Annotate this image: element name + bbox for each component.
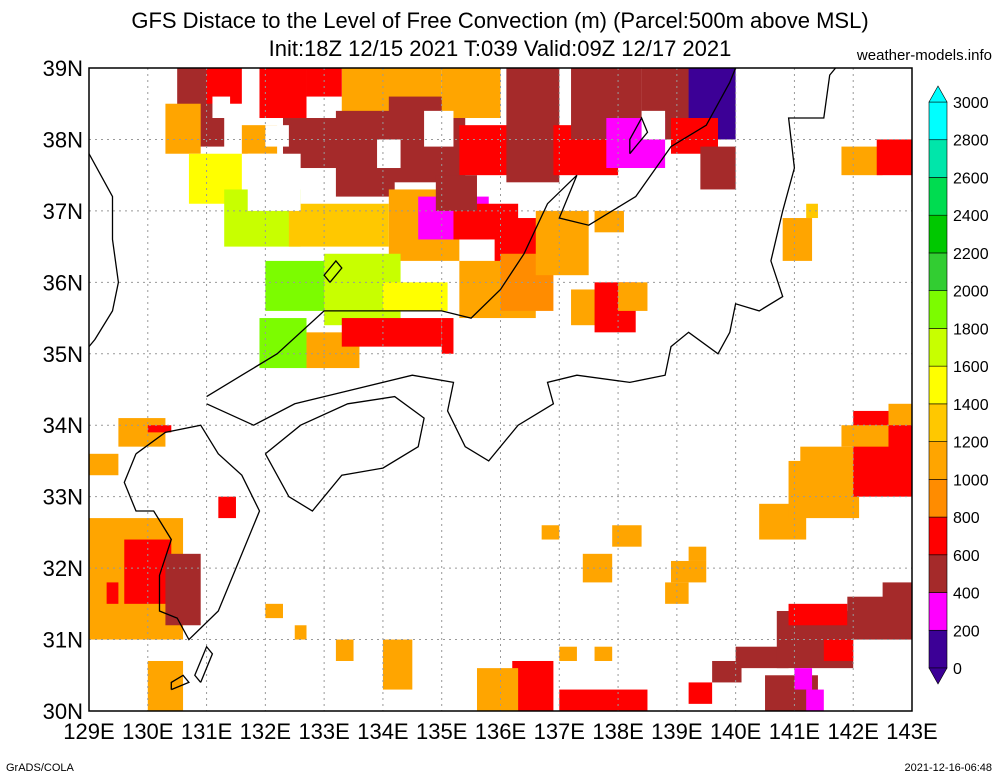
- latitude-labels: 30N 31N 32N 33N 34N 35N 36N 37N 38N 39N: [43, 56, 83, 724]
- lat-label: 35N: [43, 342, 83, 367]
- colorbar-min-arrow: [928, 667, 948, 685]
- lon-label: 129E: [63, 719, 114, 744]
- lon-label: 142E: [828, 719, 879, 744]
- colorbar-max-arrow: [928, 85, 948, 103]
- colorbar-swatch: [928, 365, 948, 405]
- lon-label: 140E: [710, 719, 761, 744]
- chart-title: GFS Distace to the Level of Free Convect…: [131, 8, 869, 33]
- colorbar-label: 3000: [953, 95, 989, 112]
- lat-label: 36N: [43, 270, 83, 295]
- lfc-shading: [89, 68, 912, 711]
- colorbar-label: 2800: [953, 133, 989, 150]
- colorbar-label: 600: [953, 548, 980, 565]
- colorbar-label: 2200: [953, 246, 989, 263]
- colorbar-label: 1000: [953, 472, 989, 489]
- colorbar-label: 2000: [953, 284, 989, 301]
- colorbar-label: 1200: [953, 435, 989, 452]
- lon-label: 133E: [298, 719, 349, 744]
- map-frame: [88, 67, 913, 712]
- colorbar-swatch: [928, 177, 948, 216]
- colorbar-swatch: [928, 101, 948, 141]
- lon-label: 139E: [651, 719, 702, 744]
- lon-label: 143E: [886, 719, 937, 744]
- lat-label: 39N: [43, 56, 83, 81]
- colorbar-swatch: [928, 214, 948, 254]
- colorbar-swatch: [928, 441, 948, 480]
- colorbar-swatch: [928, 290, 948, 329]
- colorbar-swatch: [928, 252, 948, 291]
- colorbar-swatch: [928, 516, 948, 556]
- chart-subtitle: Init:18Z 12/15 2021 T:039 Valid:09Z 12/1…: [268, 36, 732, 61]
- colorbar-label: 200: [953, 623, 980, 640]
- lat-label: 37N: [43, 199, 83, 224]
- lon-label: 131E: [181, 719, 232, 744]
- colorbar-swatch: [928, 592, 948, 631]
- colorbar-swatch: [928, 328, 948, 367]
- colorbar-label: 800: [953, 510, 980, 527]
- colorbar-label: 1600: [953, 359, 989, 376]
- lon-label: 134E: [357, 719, 408, 744]
- lon-label: 141E: [769, 719, 820, 744]
- footer-software: GrADS/COLA: [6, 762, 74, 774]
- lon-label: 137E: [534, 719, 585, 744]
- site-label: weather-models.info: [856, 47, 992, 64]
- colorbar: 0 200 400 600 800 1000 1200 1400 1600 1800 2000 220…: [928, 85, 989, 685]
- lon-label: 138E: [592, 719, 643, 744]
- lat-label: 31N: [43, 628, 83, 653]
- colorbar-label: 2600: [953, 170, 989, 187]
- lon-label: 132E: [240, 719, 291, 744]
- colorbar-swatch: [928, 554, 948, 593]
- colorbar-label: 1400: [953, 397, 989, 414]
- lat-label: 33N: [43, 485, 83, 510]
- grid-lines: [89, 68, 912, 711]
- colorbar-label: 400: [953, 586, 980, 603]
- colorbar-label: 2400: [953, 208, 989, 225]
- footer-timestamp: 2021-12-16-06:48: [904, 762, 992, 774]
- lon-label: 130E: [122, 719, 173, 744]
- colorbar-swatch: [928, 403, 948, 442]
- coastlines: [89, 68, 837, 691]
- lon-label: 135E: [416, 719, 467, 744]
- lat-label: 34N: [43, 413, 83, 438]
- colorbar-label: 1800: [953, 321, 989, 338]
- colorbar-swatch: [928, 479, 948, 518]
- lat-label: 38N: [43, 127, 83, 152]
- longitude-labels: 129E 130E 131E 132E 133E 134E 135E 136E 137E 138E…: [63, 719, 937, 744]
- colorbar-label: 0: [953, 661, 962, 678]
- lon-label: 136E: [475, 719, 526, 744]
- lat-label: 30N: [43, 699, 83, 724]
- colorbar-swatch: [928, 629, 948, 669]
- lat-label: 32N: [43, 556, 83, 581]
- colorbar-swatch: [928, 139, 948, 178]
